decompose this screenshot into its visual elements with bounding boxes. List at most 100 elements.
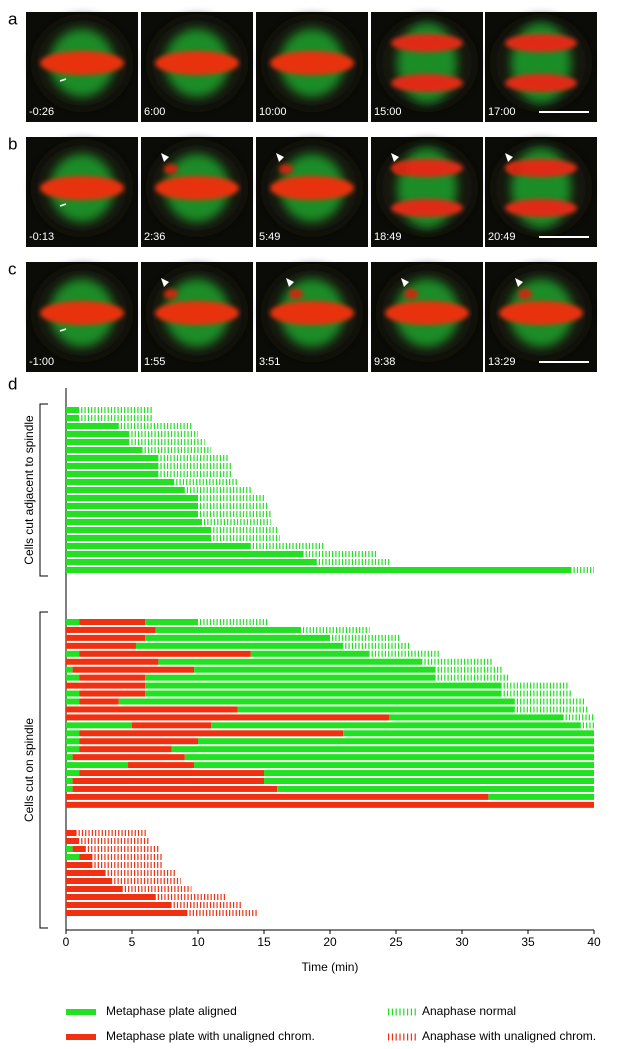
metaphase-segment [184, 754, 595, 761]
x-tick-label: 0 [63, 935, 70, 949]
metaphase-segment [66, 862, 93, 868]
metaphase-segment [66, 698, 80, 705]
micrograph: -0:26 [26, 12, 138, 122]
metaphase-segment [194, 762, 595, 769]
metaphase-segment [66, 650, 80, 657]
metaphase-segment [237, 706, 515, 713]
metaphase-segment [66, 754, 73, 761]
arrowhead [286, 278, 294, 287]
metaphase-segment [66, 543, 251, 549]
chromosomes [391, 74, 463, 92]
chromosomes [391, 34, 463, 52]
metaphase-segment [72, 666, 195, 673]
timestamp: 1:55 [144, 356, 165, 368]
timestamp: -1:00 [29, 356, 54, 368]
chromosomes [270, 301, 354, 325]
unaligned-chromosome [164, 164, 178, 174]
metaphase-segment [66, 738, 80, 745]
metaphase-segment [66, 642, 136, 649]
metaphase-segment [66, 455, 159, 461]
timestamp: 18:49 [374, 231, 402, 243]
timestamp: 2:36 [144, 231, 165, 243]
metaphase-segment [277, 785, 594, 792]
metaphase-segment [79, 698, 119, 705]
metaphase-segment [145, 634, 330, 641]
x-tick-label: 30 [455, 935, 469, 949]
metaphase-segment [66, 746, 80, 753]
x-tick-label: 10 [191, 935, 205, 949]
metaphase-segment [79, 730, 344, 737]
metaphase-segment [118, 698, 515, 705]
micrograph: 1:55 [141, 262, 253, 372]
unaligned-chromosome [164, 289, 178, 299]
metaphase-segment [66, 682, 146, 689]
timestamp: -0:26 [29, 106, 54, 118]
chromosomes [155, 301, 239, 325]
cut-mark [59, 328, 67, 332]
metaphase-segment [79, 746, 172, 753]
chromosomes [391, 159, 463, 177]
timestamp: 3:51 [259, 356, 280, 368]
metaphase-segment [66, 471, 159, 477]
unaligned-chromosome [279, 164, 293, 174]
x-axis-label: Time (min) [302, 960, 359, 974]
chromosomes [385, 301, 469, 325]
metaphase-segment [145, 690, 502, 697]
metaphase-segment [66, 730, 80, 737]
metaphase-segment [132, 722, 212, 729]
chromosomes [155, 176, 239, 200]
legend-label: Metaphase plate with unaligned chrom. [106, 1029, 315, 1043]
x-tick-label: 15 [257, 935, 271, 949]
micrograph: 15:00 [371, 12, 483, 122]
metaphase-segment [66, 870, 106, 876]
unaligned-chromosome [289, 289, 303, 299]
metaphase-segment [66, 902, 172, 908]
timestamp: 20:49 [488, 231, 516, 243]
chromosomes [270, 176, 354, 200]
metaphase-segment [145, 674, 436, 681]
metaphase-segment [66, 463, 159, 469]
metaphase-segment [66, 690, 80, 697]
chromosomes [40, 176, 124, 200]
timestamp: 9:38 [374, 356, 395, 368]
arrowhead [161, 278, 169, 287]
metaphase-segment [66, 785, 73, 792]
arrowhead [276, 153, 284, 162]
metaphase-segment [211, 722, 581, 729]
x-tick-label: 25 [389, 935, 403, 949]
metaphase-segment [66, 830, 77, 836]
metaphase-segment [66, 778, 73, 784]
chromosomes [40, 51, 124, 75]
micrograph: 5:49 [256, 137, 368, 247]
metaphase-segment [66, 519, 202, 525]
metaphase-segment [66, 838, 80, 844]
x-tick-label: 20 [323, 935, 337, 949]
metaphase-segment [66, 487, 185, 493]
timestamp: 13:29 [488, 356, 516, 368]
metaphase-segment [66, 527, 212, 533]
arrowhead [505, 153, 513, 162]
metaphase-segment [66, 706, 238, 713]
metaphase-segment [145, 619, 198, 625]
metaphase-segment [66, 423, 119, 429]
legend-swatch [66, 1009, 96, 1015]
group-bracket [39, 403, 48, 577]
metaphase-segment [194, 666, 436, 673]
metaphase-segment [171, 746, 594, 753]
metaphase-segment [79, 674, 146, 681]
metaphase-segment [66, 801, 594, 808]
timestamp: 15:00 [374, 106, 402, 118]
metaphase-segment [66, 894, 156, 900]
chromosomes [505, 199, 577, 217]
metaphase-segment [66, 495, 198, 501]
metaphase-segment [66, 559, 317, 565]
metaphase-segment [66, 793, 489, 800]
panel-letter: b [8, 134, 17, 153]
unaligned-chromosome [394, 164, 408, 174]
metaphase-segment [66, 878, 113, 884]
metaphase-segment [66, 567, 572, 573]
panel-letter: a [8, 9, 18, 28]
micrograph: 13:29 [485, 262, 597, 372]
metaphase-segment [66, 846, 73, 852]
metaphase-segment [79, 619, 146, 625]
